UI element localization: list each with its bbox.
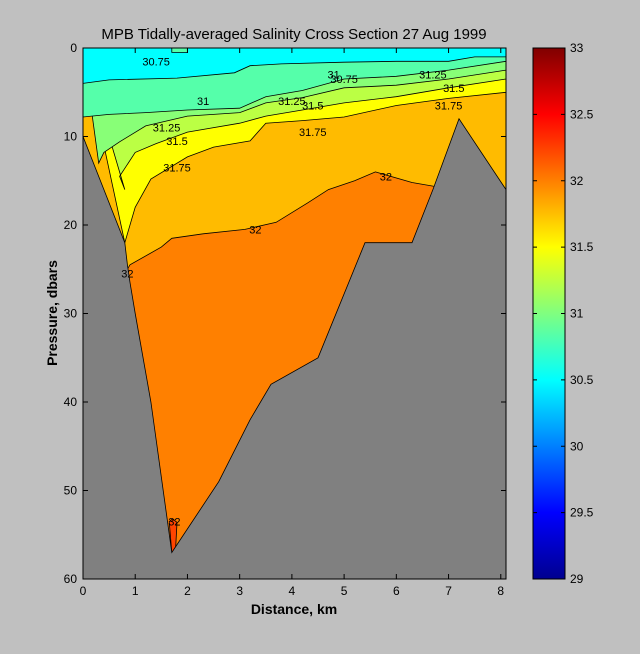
- x-tick-label: 0: [80, 584, 87, 598]
- colorbar-tick-label: 31: [570, 307, 584, 321]
- contour-label: 31: [328, 70, 340, 82]
- colorbar-tick-label: 30: [570, 439, 584, 453]
- colorbar-tick-label: 29.5: [570, 506, 594, 520]
- contour-labels: 30.7530.75313131.2531.2531.2531.531.531.…: [121, 56, 464, 528]
- y-axis-label: Pressure, dbars: [44, 260, 60, 366]
- y-tick-label: 20: [64, 218, 78, 232]
- x-tick-label: 3: [236, 584, 243, 598]
- contour-label: 31.25: [419, 70, 447, 82]
- colorbar-tick-label: 30.5: [570, 373, 594, 387]
- y-tick-label: 60: [64, 572, 78, 586]
- x-axis: 0 1 2 3 4 5 6 7 8: [80, 48, 504, 598]
- y-tick-label: 10: [64, 130, 78, 144]
- contour-label: 31.5: [443, 83, 464, 95]
- contour-label: 30.75: [142, 56, 170, 68]
- colorbar-tick-label: 32: [570, 174, 584, 188]
- x-tick-label: 2: [184, 584, 191, 598]
- colorbar-tick-label: 29: [570, 572, 584, 586]
- contour-label: 31: [197, 96, 209, 108]
- contour-label: 31.75: [435, 101, 463, 113]
- contour-label: 31.25: [278, 96, 306, 108]
- contour-label: 32: [249, 224, 261, 236]
- contour-label: 31.25: [153, 123, 181, 135]
- contour-label: 31.5: [166, 136, 187, 148]
- colorbar: [532, 47, 566, 580]
- contour-label: 31.75: [163, 162, 191, 174]
- x-tick-label: 7: [445, 584, 452, 598]
- x-tick-label: 6: [393, 584, 400, 598]
- contour-label: 32: [380, 171, 392, 183]
- y-tick-label: 0: [70, 41, 77, 55]
- colorbar-axis: 29 29.5 30 30.5 31 31.5 32 32.5 33: [533, 41, 594, 586]
- x-tick-label: 5: [341, 584, 348, 598]
- y-tick-label: 30: [64, 307, 78, 321]
- x-tick-label: 4: [289, 584, 296, 598]
- contour-label: 31.5: [302, 101, 323, 113]
- x-tick-label: 1: [132, 584, 139, 598]
- chart-title: MPB Tidally-averaged Salinity Cross Sect…: [101, 26, 486, 43]
- y-axis: 0 10 20 30 40 50 60: [64, 41, 506, 586]
- band-<30.75: [83, 48, 506, 84]
- y-tick-label: 40: [64, 395, 78, 409]
- contour-label: 31.75: [299, 127, 327, 139]
- colorbar-tick-label: 31.5: [570, 240, 594, 254]
- x-tick-label: 8: [497, 584, 504, 598]
- colorbar-tick-label: 32.5: [570, 107, 594, 121]
- y-tick-label: 50: [64, 484, 78, 498]
- contour-label: 30.75: [330, 74, 358, 86]
- x-axis-label: Distance, km: [251, 601, 337, 617]
- bathymetry-layer: [83, 117, 506, 579]
- seabed: [83, 117, 506, 579]
- contour-label: 32: [168, 516, 180, 528]
- contour-label: 32: [121, 269, 133, 281]
- colorbar-tick-label: 33: [570, 41, 584, 55]
